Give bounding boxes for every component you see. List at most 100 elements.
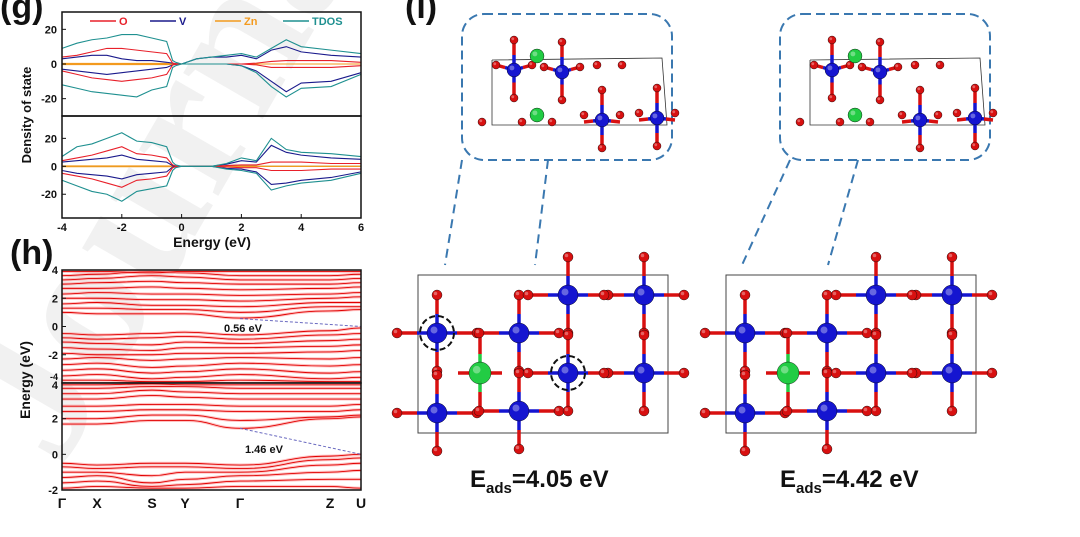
vanadium-atom	[508, 400, 530, 422]
vanadium-atom	[426, 402, 448, 424]
zinc-atom	[776, 361, 800, 385]
oxygen-atom	[835, 117, 845, 127]
oxygen-atom	[575, 62, 585, 72]
eads-subscript: ads	[486, 479, 512, 497]
atom-highlight	[561, 366, 569, 374]
zoom-connector-line	[444, 159, 463, 266]
atom-highlight	[850, 110, 856, 116]
legend-label-o: O	[119, 16, 128, 28]
band-line	[61, 379, 361, 383]
bond	[928, 119, 939, 124]
atom-highlight	[577, 64, 581, 68]
dos-line-tdos-down	[61, 165, 362, 202]
atom-highlight	[820, 404, 828, 412]
band-line	[61, 457, 362, 470]
band-line	[61, 338, 362, 346]
panel-label-h: (h)	[10, 234, 54, 272]
band-line	[62, 409, 362, 412]
atom-highlight	[559, 39, 563, 43]
oxygen-atom	[915, 143, 925, 153]
atom-highlight	[549, 119, 553, 123]
oxygen-atom	[946, 251, 958, 263]
oxygen-atom	[795, 117, 805, 127]
bond	[583, 119, 594, 124]
band-line	[61, 357, 362, 361]
atom-highlight	[393, 329, 398, 334]
oxygen-atom	[861, 327, 873, 339]
atom-highlight	[512, 326, 520, 334]
oxygen-atom	[562, 329, 574, 341]
atom-highlight	[820, 326, 828, 334]
y-tick-label: 2	[52, 414, 58, 426]
atom-highlight	[837, 119, 841, 123]
band-line	[61, 292, 362, 296]
x-tick-label: 4	[298, 222, 305, 234]
oxygen-atom	[946, 329, 958, 341]
atom-highlight	[652, 113, 658, 119]
adsorption-site-highlight	[419, 315, 455, 351]
oxygen-atom	[857, 62, 867, 72]
atom-highlight	[829, 37, 833, 41]
atom-highlight	[859, 64, 863, 68]
atom-highlight	[972, 143, 976, 147]
vanadium-atom	[508, 322, 530, 344]
vanadium-atom	[594, 112, 610, 128]
vanadium-atom	[941, 284, 963, 306]
atom-highlight	[869, 366, 877, 374]
band-line	[61, 469, 362, 484]
atom-highlight	[895, 64, 899, 68]
zinc-atom	[468, 361, 492, 385]
atom-highlight	[433, 371, 438, 376]
oxygen-atom	[915, 85, 925, 95]
atom-highlight	[680, 369, 685, 374]
oxygen-atom	[906, 367, 918, 379]
atom-highlight	[493, 62, 497, 66]
oxygen-atom	[821, 367, 833, 379]
band-line	[61, 414, 362, 421]
atom-highlight	[636, 110, 640, 114]
atom-highlight	[863, 407, 868, 412]
atom-highlight	[780, 365, 789, 374]
y-axis-label: Energy (eV)	[17, 341, 33, 419]
oxygen-atom	[592, 60, 602, 70]
k-point-label: Γ	[58, 495, 67, 511]
atom-highlight	[829, 95, 833, 99]
zinc-atom	[529, 48, 545, 64]
atom-highlight	[823, 369, 828, 374]
dos-axes-frame	[61, 115, 362, 219]
bond	[983, 117, 994, 122]
atom-highlight	[811, 62, 815, 66]
panel-label-g: (g)	[0, 0, 44, 26]
atom-highlight	[832, 369, 837, 374]
atom-highlight	[433, 447, 438, 452]
oxygen-atom	[897, 110, 907, 120]
oxygen-atom	[935, 60, 945, 70]
oxygen-atom	[827, 93, 837, 103]
k-point-label: Y	[180, 495, 190, 511]
oxygen-atom	[865, 117, 875, 127]
atom-highlight	[948, 253, 953, 258]
vanadium-atom	[734, 322, 756, 344]
atom-highlight	[637, 288, 645, 296]
y-tick-label: -20	[41, 94, 57, 106]
band-line	[62, 270, 361, 274]
atom-highlight	[908, 291, 913, 296]
bond	[638, 117, 649, 122]
vanadium-atom	[912, 112, 928, 128]
y-tick-label: 0	[51, 59, 57, 71]
atom-highlight	[915, 115, 921, 121]
atom-highlight	[970, 113, 976, 119]
atom-highlight	[797, 119, 801, 123]
band-line	[62, 386, 361, 389]
x-tick-label: 0	[179, 222, 185, 234]
atom-highlight	[515, 291, 520, 296]
oxygen-atom	[634, 108, 644, 118]
vanadium-atom	[816, 400, 838, 422]
atom-highlight	[557, 67, 563, 73]
oxygen-atom	[539, 62, 549, 72]
oxygen-atom	[870, 405, 882, 417]
atom-highlight	[564, 407, 569, 412]
atom-highlight	[823, 445, 828, 450]
y-tick-label: 0	[51, 161, 57, 173]
